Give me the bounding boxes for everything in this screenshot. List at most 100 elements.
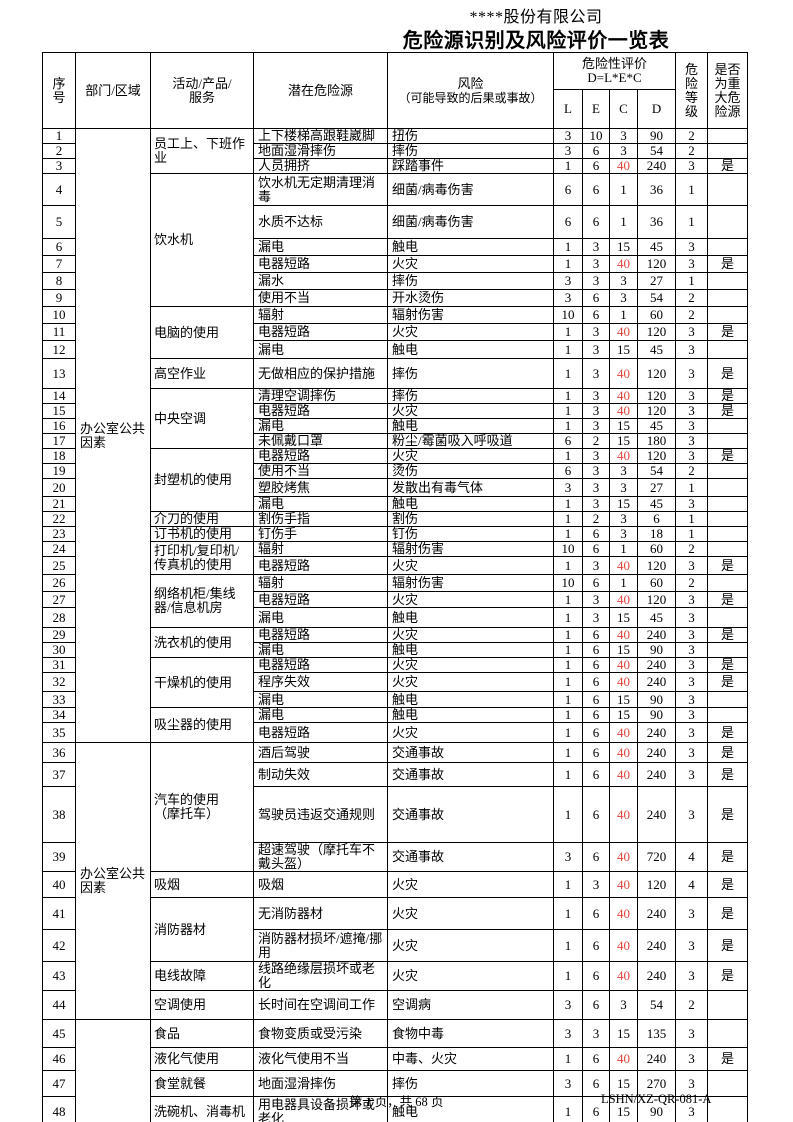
table-row: 7 电器短路 火灾 1 3 40 120 3 是 [42, 255, 749, 273]
cell-seq: 41 [42, 897, 76, 930]
cell-risk: 踩踏事件 [387, 158, 554, 174]
cell-activity: 打印机/复印机/传真机的使用 [150, 541, 254, 575]
cell-hazard: 电器短路 [253, 657, 388, 673]
cell-seq: 47 [42, 1070, 76, 1097]
cell-d: 240 [636, 786, 677, 843]
cell-risk: 火灾 [387, 657, 554, 673]
cell-l: 1 [553, 929, 583, 962]
header-level: 危 险 等 级 [675, 52, 709, 129]
table-row: 13 高空作业 无做相应的保护措施 摔伤 1 3 40 120 3 是 [42, 358, 749, 389]
cell-l: 1 [553, 388, 583, 404]
cell-l: 1 [553, 871, 583, 898]
header-dept: 部门/区域 [75, 52, 151, 129]
cell-hazard: 辐射 [253, 306, 388, 324]
cell-e: 6 [582, 173, 610, 206]
cell-level: 3 [675, 591, 709, 608]
cell-risk: 辐射伤害 [387, 306, 554, 324]
table-row: 45 食品 食物变质或受污染 食物中毒 3 3 15 135 3 [42, 1019, 749, 1122]
table-row: 36 办公室公共因素 汽车的使用 （摩托车） 酒后驾驶 交通事故 1 6 40 240 3 是 [42, 742, 749, 1020]
footer-doc-code: LSHN/XZ-QR-081-A [601, 1092, 712, 1106]
cell-d: 240 [636, 762, 677, 787]
cell-d: 240 [636, 897, 677, 930]
cell-level: 3 [675, 762, 709, 787]
cell-risk: 触电 [387, 340, 554, 359]
cell-major: 是 [707, 929, 749, 962]
table-row: 22 介刀的使用 割伤手指 割伤 1 2 3 6 1 [42, 511, 749, 527]
cell-level: 3 [675, 627, 709, 643]
cell-d: 90 [636, 1096, 677, 1122]
cell-seq: 18 [42, 448, 76, 464]
cell-risk: 摔伤 [387, 272, 554, 290]
cell-major [707, 707, 749, 723]
cell-e: 6 [582, 722, 610, 743]
cell-risk: 细菌/病毒伤害 [387, 205, 554, 239]
cell-major [707, 1019, 749, 1048]
cell-seq: 5 [42, 205, 76, 239]
cell-risk: 触电 [387, 691, 554, 708]
cell-l: 1 [553, 722, 583, 743]
cell-d: 270 [636, 1070, 677, 1097]
cell-c: 15 [609, 433, 638, 449]
header-l: L [553, 89, 583, 129]
cell-c: 40 [609, 897, 638, 930]
cell-seq: 32 [42, 672, 76, 692]
cell-major [707, 418, 749, 434]
cell-c: 40 [609, 323, 638, 341]
cell-e: 6 [582, 205, 610, 239]
cell-l: 1 [553, 403, 583, 419]
cell-seq: 15 [42, 403, 76, 419]
cell-d: 36 [636, 173, 677, 206]
cell-risk: 钉伤 [387, 526, 554, 542]
cell-seq: 14 [42, 388, 76, 404]
cell-level: 1 [675, 173, 709, 206]
cell-major [707, 541, 749, 557]
cell-l: 3 [553, 1019, 583, 1048]
cell-seq: 36 [42, 742, 76, 763]
cell-hazard: 饮水机无定期清理消毒 [253, 173, 388, 206]
cell-l: 1 [553, 158, 583, 174]
cell-e: 3 [582, 340, 610, 359]
cell-d: 45 [636, 607, 677, 628]
cell-d: 240 [636, 657, 677, 673]
cell-c: 3 [609, 463, 638, 479]
cell-seq: 10 [42, 306, 76, 324]
cell-level: 3 [675, 897, 709, 930]
cell-l: 1 [553, 511, 583, 527]
cell-e: 6 [582, 961, 610, 991]
cell-hazard: 长时间在空调间工作 [253, 990, 388, 1020]
cell-hazard: 线路绝缘层损坏或老化 [253, 961, 388, 991]
cell-risk: 火灾 [387, 672, 554, 692]
cell-c: 3 [609, 128, 638, 144]
cell-level: 3 [675, 961, 709, 991]
cell-e: 3 [582, 871, 610, 898]
cell-c: 3 [609, 511, 638, 527]
cell-e: 10 [582, 128, 610, 144]
cell-hazard: 电器短路 [253, 448, 388, 464]
cell-risk: 触电 [387, 642, 554, 658]
cell-c: 15 [609, 418, 638, 434]
cell-hazard: 电器短路 [253, 722, 388, 743]
cell-e: 6 [582, 289, 610, 307]
cell-level: 3 [675, 403, 709, 419]
cell-major [707, 433, 749, 449]
cell-seq: 24 [42, 541, 76, 557]
cell-hazard: 钉伤手 [253, 526, 388, 542]
cell-c: 40 [609, 762, 638, 787]
cell-l: 1 [553, 762, 583, 787]
cell-risk: 食物中毒 [387, 1019, 554, 1048]
table-row: 46 液化气使用 液化气使用不当 中毒、火灾 1 6 40 240 3 是 [42, 1047, 749, 1071]
cell-hazard: 无消防器材 [253, 897, 388, 930]
cell-level: 2 [675, 143, 709, 159]
cell-c: 1 [609, 541, 638, 557]
cell-d: 45 [636, 418, 677, 434]
cell-major: 是 [707, 762, 749, 787]
header-hazard: 潜在危险源 [253, 52, 388, 129]
cell-activity: 饮水机 [150, 173, 254, 307]
cell-level: 3 [675, 388, 709, 404]
cell-risk: 火灾 [387, 255, 554, 273]
cell-activity: 订书机的使用 [150, 526, 254, 542]
cell-risk: 火灾 [387, 722, 554, 743]
cell-activity: 中央空调 [150, 388, 254, 449]
cell-l: 1 [553, 742, 583, 763]
cell-activity: 封塑机的使用 [150, 448, 254, 512]
